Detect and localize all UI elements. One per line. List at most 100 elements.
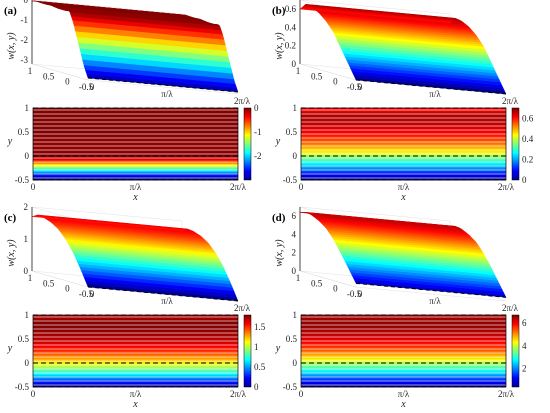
surface-strip (31, 215, 184, 231)
contour-band (301, 365, 506, 368)
contour-band (33, 162, 238, 165)
z-tick-label: -1 (21, 15, 29, 25)
y-tick-label: 1 (25, 103, 30, 113)
z-tick-label: 0 (292, 266, 297, 276)
contour-band (301, 343, 506, 346)
contour-band (301, 335, 506, 338)
contour-band (301, 176, 506, 179)
contour-band (301, 377, 506, 380)
colorbar-tick-label: 0.6 (522, 113, 534, 123)
x-tick-label: 2π/λ (230, 182, 247, 192)
contour-band (301, 172, 506, 175)
y-tick-label: -0.5 (283, 382, 298, 392)
contour-band (33, 323, 238, 326)
y-tick-label: 0.5 (286, 127, 298, 137)
surface-strip (299, 7, 452, 24)
x-tick-label: 2π/λ (498, 389, 515, 399)
contour-band (33, 319, 238, 322)
y-tick-label: -0.5 (79, 82, 94, 92)
contour-band (33, 333, 238, 336)
contour-band (33, 383, 238, 386)
z-tick-label: 4 (292, 229, 297, 239)
y-tick-label: 0 (25, 151, 30, 161)
contour-band (33, 315, 238, 318)
contour-band (301, 385, 506, 388)
x-tick-label: 2π/λ (230, 389, 247, 399)
contour-band (301, 118, 506, 121)
colorbar-tick-label: -1 (254, 127, 262, 137)
contour-band (33, 112, 238, 115)
contour-band (33, 124, 238, 127)
contour-frame (32, 314, 239, 388)
z-tick-label: 0.6 (285, 4, 297, 14)
y-tick-label: 0.5 (311, 71, 323, 81)
x-tick-label: π/λ (130, 389, 142, 399)
contour-band (301, 142, 506, 145)
x-tick-label: π/λ (398, 389, 410, 399)
contour-band (301, 136, 506, 139)
contour-band (33, 142, 238, 145)
colorbar-gradient (243, 107, 252, 181)
z-tick-label: 0 (292, 59, 297, 69)
contour-band (301, 375, 506, 378)
contour-band (301, 162, 506, 165)
contour-band (301, 124, 506, 127)
z-tick-label: 2 (292, 248, 297, 258)
contour-band (33, 166, 238, 169)
x-tick-label: π/λ (429, 89, 441, 99)
colorbar: 0 -1 -2 (243, 103, 262, 181)
y-tick-label: 0 (65, 77, 70, 87)
y-tick-label: -0.5 (347, 289, 362, 299)
contour-band (33, 369, 238, 372)
y-axis-label: y (275, 136, 281, 147)
contour-band (301, 168, 506, 171)
x-tick-label: 2π/λ (234, 96, 251, 106)
contour-band (301, 341, 506, 344)
contour-band (33, 327, 238, 330)
contour-band (33, 144, 238, 147)
y-tick-label: 0.5 (286, 334, 298, 344)
z-tick-label: 0 (24, 0, 29, 5)
contour-band (301, 148, 506, 151)
contour-band (301, 138, 506, 141)
colorbar: 0.6 0.4 0.2 0 (511, 107, 534, 185)
contour-band (33, 116, 238, 119)
y-tick-label: 0.5 (18, 334, 30, 344)
contour-band (33, 108, 238, 111)
y-tick-label: 0 (65, 284, 70, 294)
contour-band (33, 126, 238, 129)
contour-band (33, 138, 238, 141)
contour-band (301, 126, 506, 129)
contour-band (33, 375, 238, 378)
x-tick-label: 2π/λ (502, 96, 519, 106)
contour-band (33, 170, 238, 173)
contour-band (33, 122, 238, 125)
contour-band (301, 160, 506, 163)
y-tick-label: 0.5 (18, 127, 30, 137)
contour-band (33, 357, 238, 360)
contour-band (33, 365, 238, 368)
x-tick-label: π/λ (130, 182, 142, 192)
contour-band (301, 156, 506, 159)
colorbar-gradient (511, 107, 520, 181)
contour-band (301, 120, 506, 123)
contour-band (33, 148, 238, 151)
contour-band (33, 381, 238, 384)
contour-band (33, 178, 238, 181)
contour-band (33, 361, 238, 364)
colorbar-tick-label: 0 (254, 103, 259, 113)
y-tick-label: 1 (28, 273, 33, 283)
contour-band (33, 134, 238, 137)
contour-band (33, 146, 238, 149)
z-tick-label: 0.4 (285, 22, 297, 32)
contour-band (33, 321, 238, 324)
contour-band (33, 329, 238, 332)
contour-band (301, 323, 506, 326)
panel-label: (b) (272, 5, 286, 17)
contour-plot: 10.50-0.50 π/λ 2π/λxy (275, 103, 515, 203)
contour-band (301, 128, 506, 131)
y-tick-label: -0.5 (15, 175, 30, 185)
contour-band (33, 164, 238, 167)
contour-band (33, 339, 238, 342)
contour-band (301, 349, 506, 352)
